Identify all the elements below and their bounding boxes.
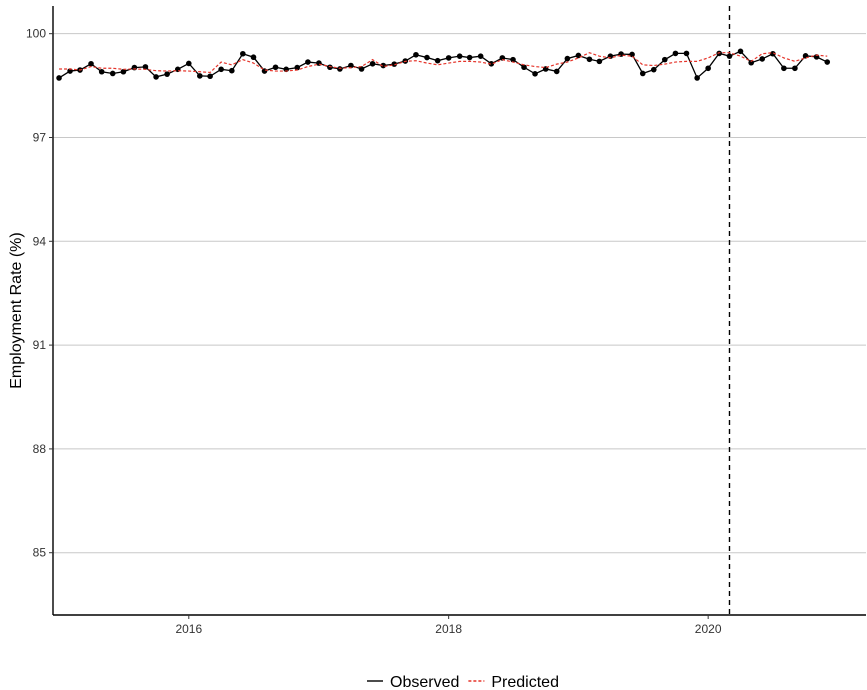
observed-point [250,54,257,61]
observed-point [197,73,203,79]
observed-point [240,50,246,57]
y-tick-label: 100 [26,27,46,41]
observed-point [770,50,776,57]
observed-point [207,73,213,80]
observed-series-line [58,50,828,80]
observed-point [120,68,127,75]
observed-point [109,70,116,77]
observed-point [466,54,473,61]
observed-point [629,51,635,58]
y-tick-label: 97 [33,130,47,144]
observed-point [716,50,722,57]
x-tick-label: 2018 [435,622,462,636]
legend: Observed Predicted [367,674,559,690]
y-axis-ticks: 85 88 91 94 97 100 [26,27,53,560]
observed-point [759,56,765,62]
observed-point [185,60,192,67]
observed-point [532,71,538,77]
x-tick-label: 2020 [695,622,722,636]
observed-point [705,65,711,72]
y-tick-label: 91 [33,338,47,352]
observed-point [337,66,343,72]
observed-point [56,75,62,81]
predicted-legend-label: Predicted [491,674,559,690]
observed-point [229,67,235,74]
x-axis-ticks: 2016 2018 2020 [175,615,722,636]
observed-point [153,74,159,80]
observed-point [488,60,495,67]
observed-point [88,60,94,67]
observed-point [434,57,441,64]
observed-point [683,50,690,57]
series-layer [56,48,831,81]
observed-point [499,55,506,61]
y-tick-label: 88 [33,442,47,456]
observed-point [726,53,733,59]
observed-point [424,54,430,61]
observed-point [586,56,593,63]
observed-legend-label: Observed [390,674,459,690]
observed-point [369,60,376,67]
observed-point [294,64,301,71]
y-tick-label: 94 [33,234,47,248]
observed-point [824,59,831,65]
observed-point [553,68,560,75]
observed-point [510,56,516,63]
observed-point [391,61,398,67]
horizontal-gridlines [53,33,866,554]
observed-point [327,64,333,71]
observed-point [737,48,744,55]
observed-point [456,53,463,59]
observed-point [348,62,354,69]
observed-point [272,64,279,71]
observed-point [596,58,603,65]
y-tick-label: 85 [33,546,47,560]
observed-point [792,65,798,72]
observed-point [639,70,646,77]
observed-point [661,56,668,63]
observed-point [142,64,149,70]
y-axis-title: Employment Rate (%) [8,232,25,389]
observed-point [477,53,484,59]
observed-point [413,51,419,58]
observed-point [650,66,657,73]
observed-point [98,68,105,75]
observed-point [694,75,700,81]
observed-point [218,66,224,73]
observed-point [305,59,311,65]
observed-point [748,59,754,66]
observed-point [164,71,170,77]
axes [52,6,866,616]
observed-point [358,66,365,72]
x-tick-label: 2016 [175,622,202,636]
observed-point [672,50,679,57]
observed-point [564,55,571,62]
observed-point [521,64,527,71]
observed-point [781,65,787,72]
observed-point [445,55,452,61]
